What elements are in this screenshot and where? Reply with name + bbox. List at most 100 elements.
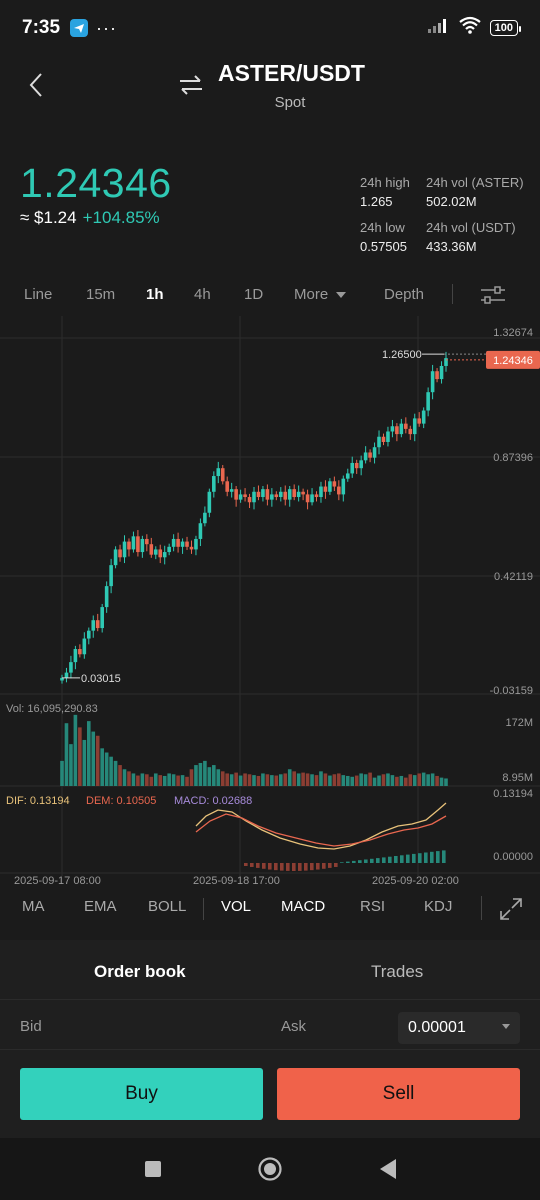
indicator-macd[interactable]: MACD (281, 898, 326, 915)
macd-hist-bar (442, 850, 446, 863)
time-axis-label: 2025-09-20 02:00 (372, 875, 459, 887)
indicator-vol[interactable]: VOL (221, 898, 252, 915)
macd-hist-bar (430, 851, 434, 863)
candle-body (287, 489, 292, 500)
candle-body (185, 541, 189, 547)
volume-bar (381, 774, 386, 786)
volume-bar (332, 774, 337, 786)
candle-body (229, 489, 234, 492)
chart-settings-icon[interactable] (480, 284, 506, 310)
candle-body (127, 541, 131, 550)
tab-order-book[interactable]: Order book (94, 962, 186, 981)
candle-body (220, 468, 225, 482)
macd-hist-bar (268, 863, 272, 870)
macd-hist-bar (328, 863, 332, 868)
chevron-down-icon (336, 292, 347, 298)
tab-4h[interactable]: 4h (194, 286, 211, 303)
candle-body (73, 649, 78, 663)
volume-bar (118, 765, 122, 786)
pair-title[interactable]: ASTER/USDT (218, 60, 365, 86)
volume-bar (323, 773, 328, 786)
candle-body (149, 544, 154, 555)
candle-body (69, 662, 73, 673)
precision-value: 0.00001 (408, 1019, 466, 1036)
indicator-ma[interactable]: MA (22, 898, 45, 915)
volume-bar (122, 769, 127, 786)
back-icon[interactable] (28, 72, 44, 106)
chart-canvas[interactable]: 1.24346 1.26500 0.03015 1.32674 0.87396 0.421… (0, 316, 540, 891)
volume-bar (301, 772, 305, 786)
back-nav-icon[interactable] (378, 1158, 398, 1185)
indicator-kdj[interactable]: KDJ (424, 898, 453, 915)
tab-depth[interactable]: Depth (384, 286, 425, 303)
candle-body (319, 486, 323, 498)
candle-body (158, 549, 163, 558)
indicator-tabs: MA EMA BOLL VOL MACD RSI KDJ (0, 896, 540, 920)
macd-hist-bar (286, 863, 290, 871)
candle-body (323, 486, 328, 492)
signal-icon (427, 17, 450, 39)
candle-body (243, 494, 247, 498)
macd-hist-bar (406, 854, 410, 863)
macd-hist-bar (316, 863, 320, 870)
volume-bar (390, 775, 395, 786)
timeframe-tabs: Line 15m 1h 4h 1D More Depth (0, 284, 540, 306)
macd-hist-bar (298, 863, 302, 871)
indicator-ema[interactable]: EMA (84, 898, 117, 915)
volume-bar (372, 777, 377, 786)
candle-body (212, 476, 216, 492)
volume-bar (167, 773, 171, 786)
ask-label: Ask (281, 1018, 307, 1035)
indicator-rsi[interactable]: RSI (360, 898, 386, 915)
volume-bar (247, 774, 252, 786)
candle-body (377, 436, 381, 448)
market-type: Spot (274, 94, 306, 111)
candle-body (113, 549, 118, 566)
candle-body (390, 426, 395, 432)
precision-select[interactable]: 0.00001 (398, 1012, 520, 1044)
candle-body (100, 607, 104, 629)
candle-body (337, 486, 341, 495)
candle-body (167, 546, 171, 553)
tab-trades[interactable]: Trades (371, 962, 424, 981)
candle-body (145, 538, 149, 545)
volume-axis-label: 8.95M (502, 772, 533, 784)
macd-dem-label: DEM: 0.10505 (86, 795, 156, 807)
volume-bar (363, 774, 368, 786)
volume-bar (395, 776, 399, 786)
recents-icon[interactable] (144, 1160, 162, 1183)
stat-value: 0.57505 (360, 239, 407, 254)
volume-bar (265, 774, 270, 786)
indicator-boll[interactable]: BOLL (148, 898, 187, 915)
macd-dif-line (195, 802, 447, 850)
tab-15m[interactable]: 15m (86, 286, 116, 303)
tab-line[interactable]: Line (24, 286, 53, 303)
tab-more[interactable]: More (294, 286, 347, 303)
candlestick-chart[interactable]: 1.24346 1.26500 0.03015 1.32674 0.87396 0.421… (0, 316, 540, 891)
stat-value: 502.02M (426, 194, 477, 209)
stat-label: 24h vol (USDT) (426, 220, 516, 235)
volume-bar (426, 774, 430, 786)
volume-bar (417, 773, 422, 786)
macd-hist-bar (262, 863, 266, 869)
wifi-icon (458, 16, 482, 40)
swap-icon[interactable] (178, 74, 204, 101)
expand-icon[interactable] (498, 896, 524, 926)
volume-bar (180, 775, 185, 786)
home-icon[interactable] (257, 1156, 283, 1187)
volume-bar (198, 762, 203, 786)
candle-body (363, 452, 368, 461)
macd-hist-bar (400, 855, 404, 863)
candle-body (82, 638, 87, 655)
candle-body (328, 481, 332, 492)
telegram-icon (70, 19, 89, 37)
time-axis-label: 2025-09-17 08:00 (14, 875, 101, 887)
buy-button[interactable]: Buy (20, 1068, 263, 1120)
macd-hist-bar (334, 863, 338, 867)
macd-hist-bar (418, 853, 422, 863)
tab-1h[interactable]: 1h (146, 286, 164, 303)
candle-body (198, 523, 203, 539)
tab-1d[interactable]: 1D (244, 286, 264, 303)
candle-body (430, 371, 435, 393)
sell-button[interactable]: Sell (277, 1068, 520, 1120)
